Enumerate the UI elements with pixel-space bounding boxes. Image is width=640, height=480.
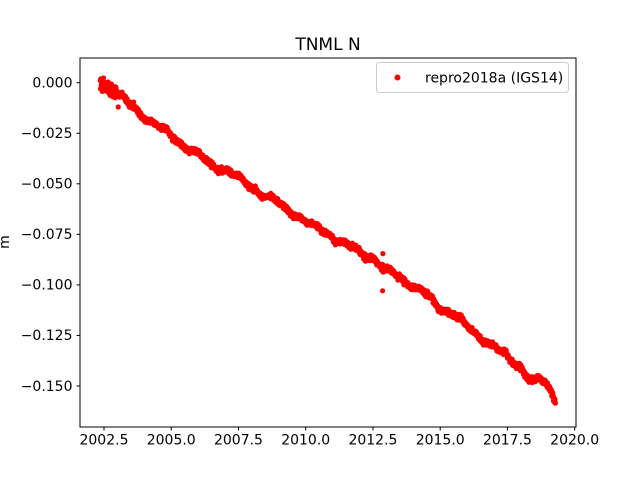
y-tick-label: −0.075: [21, 227, 73, 243]
x-tick-label: 2007.5: [214, 433, 263, 449]
x-tick-label: 2010.0: [281, 433, 330, 449]
scatter-outlier-point: [380, 261, 386, 267]
x-tick-label: 2017.5: [483, 433, 532, 449]
legend-label: repro2018a (IGS14): [425, 71, 563, 87]
y-tick-label: −0.125: [21, 328, 73, 344]
y-axis-ticks: 0.000 −0.025 −0.050 −0.075 −0.100 −0.125 −0.15…: [21, 76, 80, 395]
scatter-series: [97, 75, 559, 406]
scatter-point: [131, 99, 137, 105]
y-tick-label: −0.025: [21, 126, 73, 142]
x-tick-label: 2015.0: [416, 433, 465, 449]
y-tick-label: 0.000: [32, 76, 72, 92]
x-tick-label: 2012.5: [348, 433, 397, 449]
y-tick-label: −0.050: [21, 177, 73, 193]
scatter-outlier-point: [115, 104, 121, 110]
scatter-outlier-point: [380, 251, 386, 257]
x-tick-label: 2005.0: [147, 433, 196, 449]
plot-area-border: [79, 57, 577, 428]
scatter-outlier-point: [380, 288, 386, 294]
y-tick-label: −0.100: [21, 278, 73, 294]
y-axis-label: m: [0, 235, 13, 249]
chart-title: TNML N: [294, 35, 360, 55]
x-axis-ticks: 2002.5 2005.0 2007.5 2010.0 2012.5 2015.0 2017…: [79, 427, 599, 449]
x-tick-label: 2002.5: [79, 433, 128, 449]
legend-marker-dot: [394, 74, 401, 81]
scatter-point: [552, 400, 559, 406]
legend: repro2018a (IGS14): [376, 62, 569, 93]
x-tick-label: 2020.0: [550, 433, 599, 449]
scatter-point: [100, 75, 107, 81]
legend-box: [376, 62, 569, 93]
y-tick-label: −0.150: [21, 379, 73, 395]
